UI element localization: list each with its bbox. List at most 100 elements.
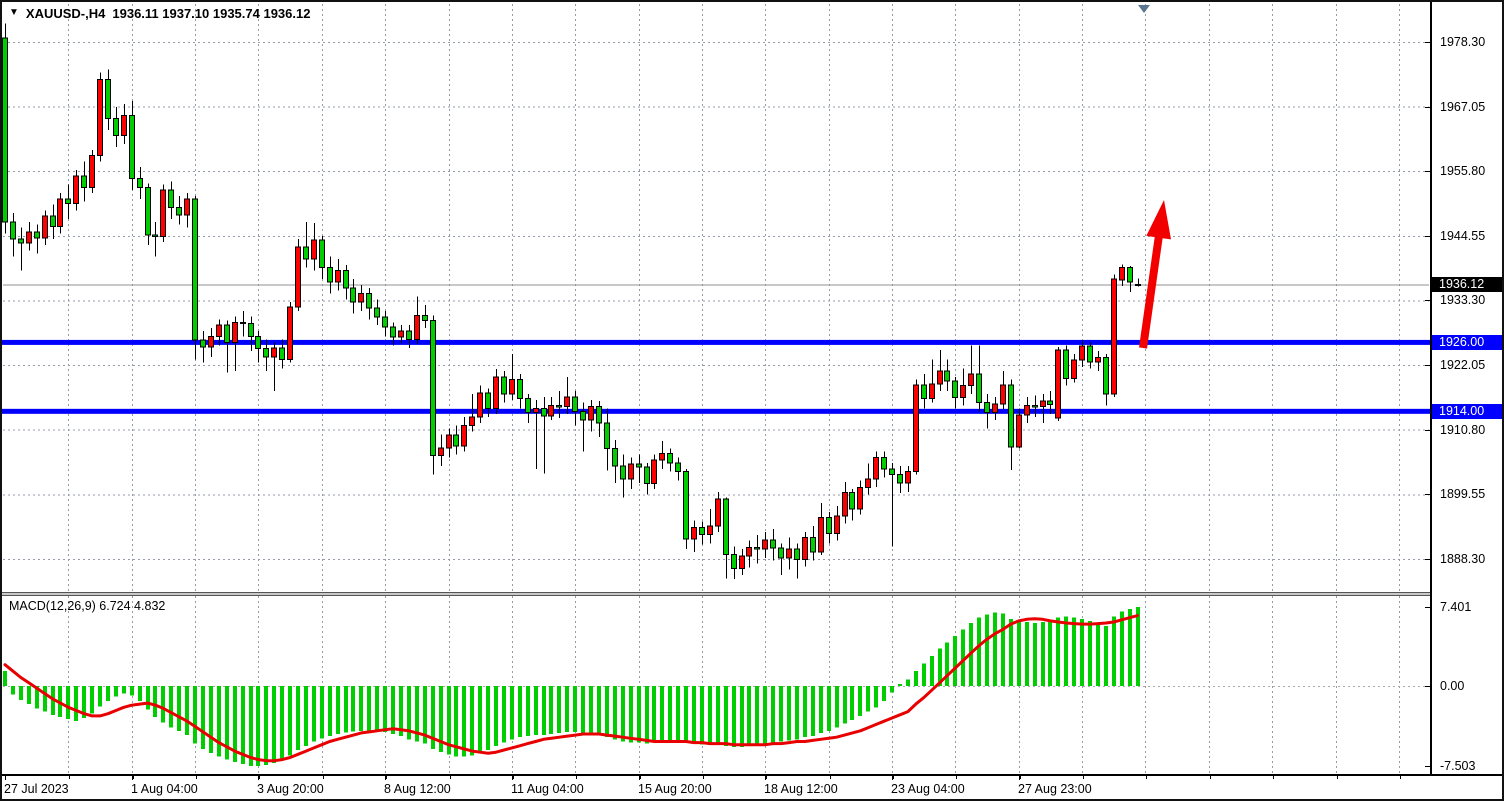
candle-body xyxy=(121,115,127,137)
macd-gridlines xyxy=(68,596,1400,774)
candle-body xyxy=(564,396,570,408)
chart-top-marker-icon xyxy=(1138,5,1150,13)
macd-bar xyxy=(549,686,553,735)
macd-bar xyxy=(233,686,237,762)
candle-body xyxy=(762,539,768,550)
macd-bar xyxy=(542,686,546,736)
price-axis-label: 1933.30 xyxy=(1440,293,1486,307)
symbol-dropdown-triangle-icon[interactable]: ▼ xyxy=(9,7,19,18)
candle-body xyxy=(279,347,285,361)
candle-body xyxy=(18,238,24,244)
time-tick-mark xyxy=(1146,776,1147,779)
macd-bar xyxy=(819,686,823,733)
time-tick-mark xyxy=(1400,776,1401,779)
macd-bar xyxy=(1033,623,1037,686)
macd-axis-label: 7.401 xyxy=(1440,600,1472,614)
candle-body xyxy=(192,198,198,341)
candle-body xyxy=(699,526,705,535)
candle-body xyxy=(960,384,966,399)
macd-bar xyxy=(882,686,886,701)
candle-body xyxy=(921,384,927,400)
macd-bar xyxy=(423,686,427,744)
macd-bar xyxy=(383,686,387,732)
candle-body xyxy=(707,525,713,535)
macd-bar xyxy=(1056,617,1060,686)
macd-bar xyxy=(985,614,989,686)
candle-body xyxy=(731,553,737,570)
candle-body xyxy=(374,307,380,318)
macd-bar xyxy=(3,671,7,686)
macd-bar xyxy=(740,686,744,747)
macd-bar xyxy=(328,686,332,737)
macd-bar xyxy=(462,686,466,757)
macd-bar xyxy=(953,635,957,686)
horizontal-line-1926[interactable] xyxy=(2,339,1430,345)
candle-body xyxy=(176,206,182,216)
macd-bar xyxy=(993,612,997,686)
macd-bar xyxy=(803,686,807,738)
candle-body xyxy=(446,434,452,449)
candle-body xyxy=(1047,400,1053,405)
symbol-title: XAUUSD-,H4 xyxy=(25,6,106,21)
macd-bar xyxy=(280,686,284,760)
time-axis-label: 1 Aug 04:00 xyxy=(131,782,198,796)
symbol-header: ▼ XAUUSD-,H4 1936.11 1937.10 1935.74 193… xyxy=(9,6,310,21)
macd-bar xyxy=(161,686,165,723)
time-tick-mark xyxy=(1337,776,1338,779)
candle-body xyxy=(430,320,436,457)
macd-bar xyxy=(1120,611,1124,686)
price-axis-label: 1967.05 xyxy=(1440,100,1486,114)
macd-bar xyxy=(835,686,839,728)
candle-body xyxy=(113,117,119,137)
macd-indicator-label: MACD(12,26,9) 6.724 4.832 xyxy=(9,599,166,613)
time-tick-mark xyxy=(830,776,831,779)
axis-tick-mark xyxy=(1425,171,1430,172)
trend-arrow[interactable] xyxy=(1139,200,1171,349)
macd-bar xyxy=(407,686,411,740)
price-axis-label: 1888.30 xyxy=(1440,552,1486,566)
time-axis-label: 27 Aug 23:00 xyxy=(1018,782,1092,796)
candle-body xyxy=(422,314,428,322)
candle-body xyxy=(152,234,158,238)
price-tag-1914.00: 1914.00 xyxy=(1432,404,1502,419)
time-tick-mark xyxy=(69,776,70,779)
axis-tick-mark xyxy=(1425,559,1430,560)
macd-bar xyxy=(771,686,775,743)
candle-body xyxy=(224,324,230,343)
candle-body xyxy=(636,463,642,468)
candle-body xyxy=(628,463,634,480)
candle-body xyxy=(57,198,63,227)
price-axis[interactable]: 1978.30 1967.05 1955.80 1944.55 1933.30 1922.… xyxy=(1425,2,1502,774)
time-tick-mark xyxy=(892,776,893,780)
macd-bar xyxy=(629,686,633,743)
candle-body xyxy=(398,330,404,338)
macd-bar xyxy=(938,648,942,686)
macd-bar xyxy=(209,686,213,754)
horizontal-line-1914[interactable] xyxy=(2,408,1430,414)
macd-bar xyxy=(1128,609,1132,686)
candle-body xyxy=(509,379,515,395)
candle-body xyxy=(857,487,863,510)
pane-divider[interactable] xyxy=(2,592,1502,596)
candle-body xyxy=(1040,400,1046,408)
candle-body xyxy=(327,267,333,283)
price-axis-label: 1910.80 xyxy=(1440,423,1486,437)
main-chart-svg[interactable] xyxy=(2,2,1430,592)
price-tag-1936.12: 1936.12 xyxy=(1432,277,1502,292)
macd-bar xyxy=(732,686,736,747)
macd-pane-svg[interactable] xyxy=(2,596,1430,774)
candle-body xyxy=(438,447,444,457)
candle-body xyxy=(50,215,56,227)
macd-bar xyxy=(668,686,672,741)
candle-body xyxy=(89,155,95,188)
macd-bar xyxy=(1104,626,1108,686)
macd-bar xyxy=(1064,616,1068,686)
time-axis[interactable]: 27 Jul 2023 1 Aug 04:00 3 Aug 20:00 8 Aug 1… xyxy=(2,774,1502,799)
price-axis-label: 1899.55 xyxy=(1440,487,1486,501)
candle-body xyxy=(453,434,459,447)
macd-bar xyxy=(811,686,815,737)
candle-body xyxy=(541,407,547,417)
candle-body xyxy=(65,198,71,204)
macd-bar xyxy=(256,686,260,767)
candle-body xyxy=(485,392,491,409)
